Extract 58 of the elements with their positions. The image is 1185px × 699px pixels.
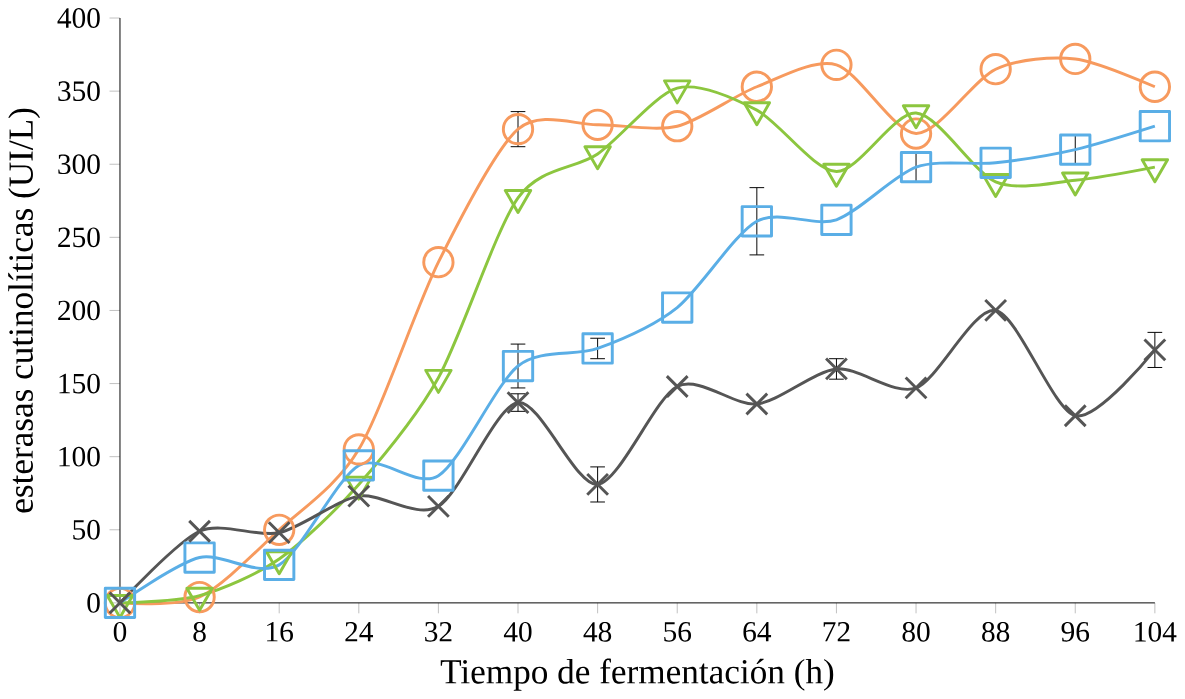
x-tick-label: 96 (1061, 621, 1090, 642)
point (899, 117, 933, 150)
point (581, 108, 614, 141)
point (422, 246, 455, 279)
point (1059, 133, 1092, 166)
point (585, 472, 610, 497)
x-tick-label: 0 (113, 621, 127, 642)
point (1138, 70, 1172, 103)
point (904, 376, 928, 400)
y-tick-label: 250 (58, 227, 100, 248)
y-axis-title: esterasas cutinolíticas (UI/L) (8, 108, 41, 513)
x-tick-label: 8 (193, 621, 206, 642)
y-tick-label: 50 (73, 519, 100, 540)
point (820, 203, 853, 236)
point (661, 110, 694, 143)
point (342, 449, 375, 482)
x-tick-label: 40 (503, 621, 532, 642)
x-tick-label: 88 (982, 621, 1010, 642)
x-tick-label: 48 (583, 621, 612, 642)
y-tick-label: 100 (59, 446, 100, 467)
point (183, 541, 216, 574)
x-tick-label: 32 (425, 621, 452, 642)
point (422, 459, 455, 492)
y-tick-label: 400 (57, 8, 100, 28)
y-tick-label: 200 (58, 300, 100, 321)
point (744, 392, 769, 416)
point (665, 374, 690, 399)
point (501, 349, 535, 383)
point (1138, 110, 1172, 143)
x-tick-label: 16 (267, 621, 293, 642)
x-tick-label: 104 (1135, 621, 1177, 642)
point (979, 53, 1012, 86)
x-tick-label: 80 (902, 621, 930, 642)
point (501, 113, 535, 146)
point (581, 332, 614, 365)
x-tick-label: 72 (823, 621, 850, 642)
point (979, 146, 1012, 179)
x-tick-label: 64 (743, 621, 772, 642)
x-tick-label: 24 (345, 621, 374, 642)
point (899, 151, 933, 184)
y-tick-label: 300 (58, 154, 100, 175)
point (661, 291, 694, 324)
point (740, 70, 773, 103)
point (983, 298, 1008, 323)
point (1063, 403, 1088, 428)
y-tick-label: 350 (58, 81, 100, 102)
y-tick-label: 0 (87, 592, 100, 613)
x-axis-title: Tiempo de fermentación (h) (440, 658, 834, 691)
point (426, 494, 451, 519)
point (263, 548, 296, 582)
point (740, 205, 773, 238)
point (346, 484, 371, 508)
point (1143, 338, 1167, 362)
x-tick-label: 56 (664, 621, 692, 642)
point (187, 519, 212, 544)
point (1059, 42, 1092, 76)
y-tick-label: 150 (59, 373, 100, 394)
point (820, 48, 853, 81)
